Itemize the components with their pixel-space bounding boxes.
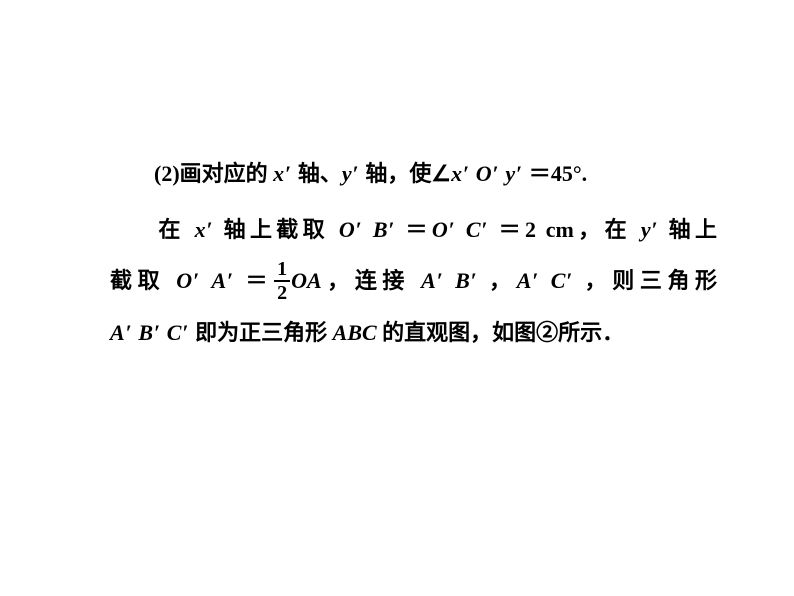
- prime: ′: [516, 161, 522, 186]
- var-x: x: [273, 161, 284, 186]
- space: [456, 217, 466, 242]
- fraction-denominator: 2: [274, 282, 290, 303]
- space: [540, 268, 551, 293]
- line-1: 在 x′ 轴上截取 O′ B′ ＝O′ C′ ＝2 cm，在 y′ 轴上: [110, 204, 717, 256]
- comma: ，: [489, 268, 517, 293]
- var-x: x: [195, 217, 206, 242]
- prime: ′: [154, 320, 160, 345]
- prime: ′: [285, 161, 291, 186]
- prime: ′: [482, 217, 488, 242]
- space: [489, 217, 499, 242]
- prime: ′: [182, 320, 188, 345]
- var-OA: OA: [291, 268, 322, 293]
- equals: ＝: [406, 217, 432, 242]
- var-O: O: [176, 268, 192, 293]
- prime: ′: [463, 161, 469, 186]
- var-B: B: [373, 217, 388, 242]
- var-B: B: [455, 268, 470, 293]
- space: [396, 217, 406, 242]
- prime: ′: [356, 217, 362, 242]
- prime: ′: [471, 268, 477, 293]
- var-O: O: [476, 161, 492, 186]
- var-y: y: [641, 217, 651, 242]
- var-A: A: [421, 268, 436, 293]
- text: 在: [154, 217, 195, 242]
- space: [444, 268, 455, 293]
- prime: ′: [126, 320, 132, 345]
- var-ABC: ABC: [333, 320, 377, 345]
- fraction-numerator: 1: [274, 259, 290, 282]
- text: 截取: [110, 268, 176, 293]
- text: 画对应的: [180, 161, 274, 186]
- text: 即为正三角形: [190, 320, 333, 345]
- var-A: A: [211, 268, 226, 293]
- prime: ′: [437, 268, 443, 293]
- paragraph-1: (2)画对应的 x′ 轴、y′ 轴，使∠x′ O′ y′ ＝45°.: [110, 148, 717, 200]
- prime: ′: [532, 268, 538, 293]
- prime: ′: [652, 217, 658, 242]
- space: [574, 268, 585, 293]
- fraction-half: 12: [274, 259, 290, 303]
- var-y: y: [342, 161, 352, 186]
- prime: ′: [193, 268, 199, 293]
- var-B: B: [138, 320, 153, 345]
- text: 轴上截取: [214, 217, 339, 242]
- prime: ′: [227, 268, 233, 293]
- item-number: (2): [154, 161, 180, 186]
- text: 轴，使: [360, 161, 432, 186]
- prime: ′: [493, 161, 499, 186]
- space: [363, 217, 373, 242]
- var-y: y: [505, 161, 515, 186]
- var-C: C: [466, 217, 481, 242]
- space: [234, 268, 245, 293]
- prime: ′: [566, 268, 572, 293]
- var-x: x: [451, 161, 462, 186]
- var-O: O: [339, 217, 355, 242]
- var-O: O: [432, 217, 448, 242]
- prime: ′: [353, 161, 359, 186]
- var-A: A: [517, 268, 532, 293]
- line-2: 截取 O′ A′ ＝12OA，连接 A′ B′ ，A′ C′ ，则三角形: [110, 255, 717, 307]
- equals: ＝: [529, 161, 551, 186]
- value-2cm: 2 cm: [525, 217, 574, 242]
- prime: ′: [207, 217, 213, 242]
- text: 轴上: [659, 217, 717, 242]
- equals: ＝: [499, 217, 525, 242]
- text: 的直观图，如图②所示．: [377, 320, 625, 345]
- text: ，在: [574, 217, 641, 242]
- space: [478, 268, 489, 293]
- text: 轴、: [292, 161, 342, 186]
- page-content: (2)画对应的 x′ 轴、y′ 轴，使∠x′ O′ y′ ＝45°. 在 x′ …: [0, 0, 794, 359]
- text: ，连接: [322, 268, 421, 293]
- var-C: C: [167, 320, 182, 345]
- space: [200, 268, 211, 293]
- angle-symbol: ∠: [431, 161, 451, 186]
- line-3: A′ B′ C′ 即为正三角形 ABC 的直观图，如图②所示．: [110, 307, 717, 359]
- var-C: C: [551, 268, 566, 293]
- var-A: A: [110, 320, 125, 345]
- paragraph-2: 在 x′ 轴上截取 O′ B′ ＝O′ C′ ＝2 cm，在 y′ 轴上 截取 …: [110, 204, 717, 359]
- value-45deg: 45°.: [551, 161, 587, 186]
- prime: ′: [449, 217, 455, 242]
- prime: ′: [389, 217, 395, 242]
- equals: ＝: [245, 268, 273, 293]
- text: ，则三角形: [585, 268, 717, 293]
